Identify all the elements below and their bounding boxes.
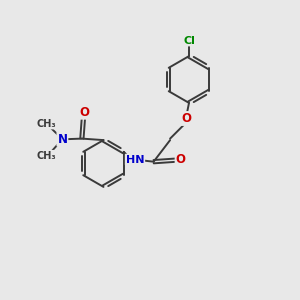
Text: O: O [176, 153, 186, 166]
Text: Cl: Cl [183, 35, 195, 46]
Text: CH₃: CH₃ [36, 118, 56, 129]
Text: N: N [57, 133, 68, 146]
Text: O: O [79, 106, 89, 119]
Text: HN: HN [126, 154, 144, 165]
Text: O: O [182, 112, 192, 125]
Text: CH₃: CH₃ [37, 151, 57, 161]
